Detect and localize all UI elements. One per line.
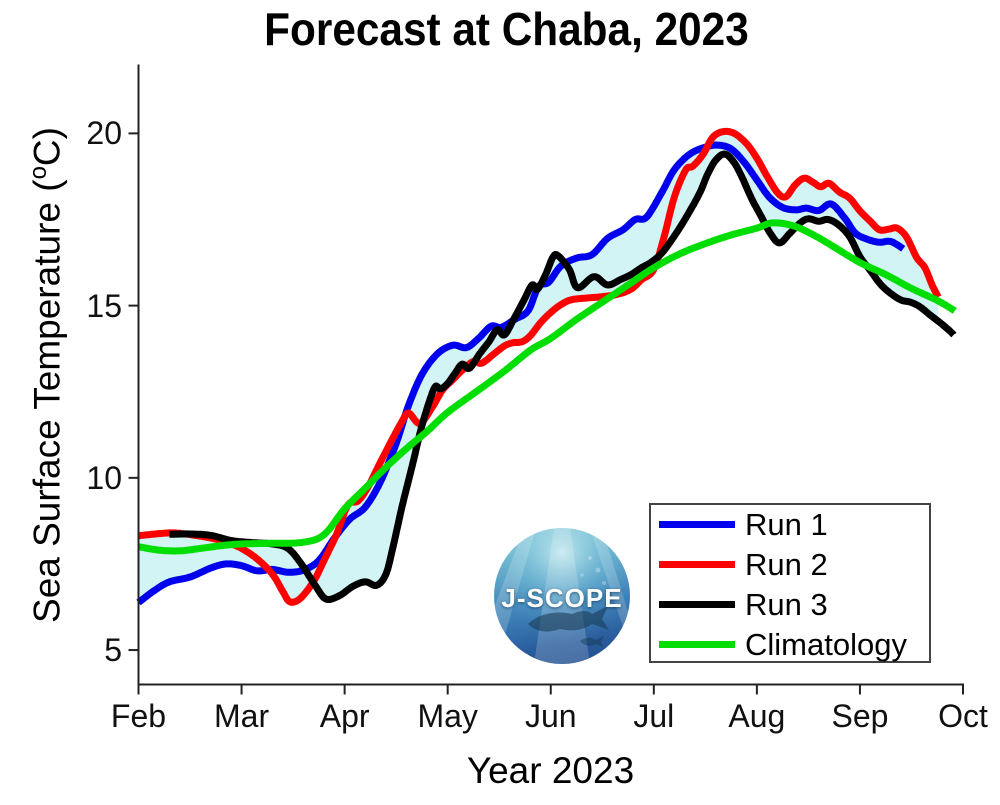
x-tick-label: Feb (110, 698, 167, 734)
y-tick-label: 20 (86, 115, 122, 152)
x-tick-label: Mar (214, 698, 270, 734)
logo-glow (494, 528, 630, 664)
x-tick-label: May (417, 698, 478, 734)
series-climatology (135, 219, 958, 555)
y-tick-label: 5 (104, 632, 122, 669)
legend-row: Run 3 (651, 585, 929, 625)
legend-label: Climatology (745, 627, 907, 662)
legend-row: Climatology (651, 625, 929, 665)
legend-line-sample (659, 641, 735, 648)
x-axis-label: Year 2023 (466, 750, 635, 791)
x-tick-label: Jul (633, 698, 675, 734)
fish-icon (528, 606, 609, 647)
series-run-2 (135, 127, 942, 606)
legend-label: Run 3 (745, 587, 828, 622)
legend: Run 1 Run 2 Run 3 Climatology (649, 503, 931, 663)
legend-row: Run 2 (651, 545, 929, 585)
legend-row: Run 1 (651, 505, 929, 545)
legend-line-sample (659, 601, 735, 608)
bubbles-icon (580, 556, 606, 585)
y-tick-label: 10 (86, 459, 122, 496)
legend-line-sample (659, 521, 735, 528)
x-tick-label: Aug (728, 698, 786, 734)
jscope-logo: J-SCOPE (494, 528, 630, 664)
x-tick-label: Oct (938, 698, 988, 734)
logo-text: J-SCOPE (501, 583, 623, 613)
legend-label: Run 2 (745, 547, 828, 582)
chart-title: Forecast at Chaba, 2023 (264, 3, 749, 55)
uncertainty-band (138, 131, 939, 603)
x-tick-label: Apr (319, 698, 370, 734)
logo-art (494, 528, 630, 664)
x-tick-label: Sep (831, 698, 889, 734)
series-run-3 (166, 150, 958, 603)
x-tick-label: Jun (524, 698, 577, 734)
legend-label: Run 1 (745, 507, 828, 542)
legend-line-sample (659, 561, 735, 568)
y-tick-label: 15 (86, 287, 122, 324)
